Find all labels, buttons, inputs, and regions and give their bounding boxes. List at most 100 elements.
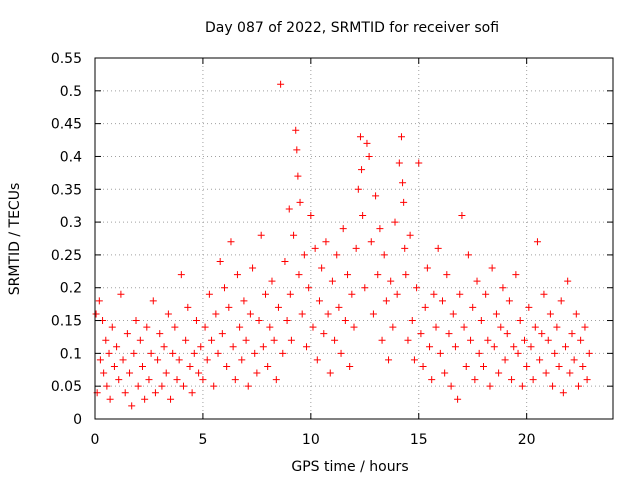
y-tick-label: 0.55 [51, 51, 82, 67]
data-point [188, 389, 196, 397]
data-point [391, 218, 399, 226]
data-point [315, 297, 323, 305]
data-point [216, 257, 224, 265]
data-point [505, 297, 513, 305]
data-point [151, 389, 159, 397]
data-point [369, 310, 377, 318]
data-point [175, 356, 183, 364]
data-point [555, 362, 563, 370]
data-point [212, 310, 220, 318]
data-point [469, 303, 477, 311]
data-point [134, 382, 142, 390]
data-point [264, 362, 272, 370]
data-point [240, 297, 248, 305]
y-tick-label: 0.2 [60, 281, 82, 297]
data-point [376, 225, 384, 233]
data-point [167, 395, 175, 403]
y-tick-label: 0.5 [60, 84, 82, 100]
data-point [179, 382, 187, 390]
data-point [447, 382, 455, 390]
data-point [538, 330, 546, 338]
data-point [95, 297, 103, 305]
data-point [197, 343, 205, 351]
data-point [426, 343, 434, 351]
data-point [285, 205, 293, 213]
data-point [359, 212, 367, 220]
data-point [119, 356, 127, 364]
data-point [350, 323, 358, 331]
data-point [149, 297, 157, 305]
data-point [581, 323, 589, 331]
data-point [449, 310, 457, 318]
data-point [318, 264, 326, 272]
data-point [458, 212, 466, 220]
data-point [182, 336, 190, 344]
data-point [300, 251, 308, 259]
data-point [210, 382, 218, 390]
data-point [406, 231, 414, 239]
data-point [385, 356, 393, 364]
data-point [290, 231, 298, 239]
data-point [238, 356, 246, 364]
data-point [497, 323, 505, 331]
y-tick-label: 0.15 [51, 314, 82, 330]
data-point [562, 343, 570, 351]
data-point [415, 159, 423, 167]
data-point [253, 369, 261, 377]
data-point [536, 356, 544, 364]
data-point [387, 277, 395, 285]
data-point [393, 290, 401, 298]
data-point [432, 323, 440, 331]
y-tick-label: 0.25 [51, 248, 82, 264]
data-point [501, 356, 509, 364]
data-point [358, 166, 366, 174]
data-point [490, 343, 498, 351]
data-point [438, 297, 446, 305]
data-point [305, 284, 313, 292]
data-point [583, 376, 591, 384]
data-point [577, 336, 585, 344]
data-point [173, 376, 181, 384]
data-point [123, 330, 131, 338]
data-point [110, 362, 118, 370]
data-point [141, 395, 149, 403]
data-point [283, 317, 291, 325]
data-point [402, 271, 410, 279]
data-point [303, 343, 311, 351]
data-point [410, 356, 418, 364]
data-point [121, 389, 129, 397]
data-point [177, 271, 185, 279]
data-point [540, 290, 548, 298]
data-point [462, 362, 470, 370]
data-point [484, 336, 492, 344]
data-point [514, 349, 522, 357]
data-point [533, 238, 541, 246]
data-point [138, 362, 146, 370]
grid [95, 58, 613, 419]
data-point [205, 290, 213, 298]
data-point [136, 336, 144, 344]
data-point [525, 303, 533, 311]
data-point [201, 323, 209, 331]
data-point [579, 362, 587, 370]
data-point [508, 376, 516, 384]
data-point [423, 264, 431, 272]
y-tick-label: 0.4 [60, 149, 82, 165]
data-point [259, 343, 267, 351]
data-point [441, 369, 449, 377]
data-point [255, 317, 263, 325]
data-point [397, 133, 405, 141]
data-point [378, 336, 386, 344]
x-tick-label: 10 [302, 432, 320, 448]
data-point [574, 382, 582, 390]
data-point [227, 238, 235, 246]
data-point [184, 303, 192, 311]
data-point [208, 336, 216, 344]
data-point [242, 336, 250, 344]
data-point [356, 133, 364, 141]
data-point [337, 349, 345, 357]
data-point [108, 323, 116, 331]
data-point [102, 336, 110, 344]
data-point [553, 323, 561, 331]
data-point [549, 382, 557, 390]
